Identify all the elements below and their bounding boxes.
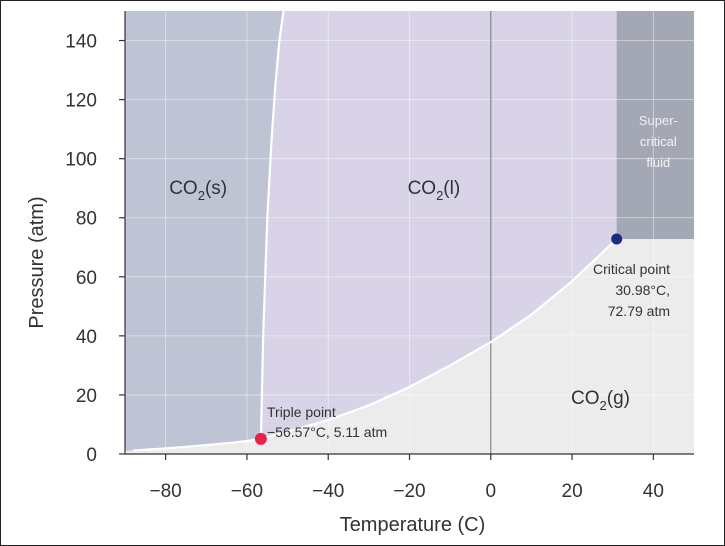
critical-point-label: 30.98°C, [615,282,670,298]
y-tick-label: 60 [76,268,97,289]
supercritical-label: Super- [639,113,678,128]
supercritical-label: critical [640,134,677,149]
y-tick-label: 20 [76,386,97,407]
y-tick-label: 140 [65,32,97,53]
solid-region [125,11,284,451]
y-tick-label: 100 [65,150,97,171]
critical-point-marker [611,234,622,245]
critical-point-label: Critical point [593,261,670,277]
supercritical-label: fluid [646,155,670,170]
y-axis-title: Pressure (atm) [26,196,48,328]
y-tick-label: 120 [65,91,97,112]
x-tick-label: 0 [485,481,496,502]
critical-point-label: 72.79 atm [608,303,670,319]
triple-point-marker [255,433,267,445]
x-axis-title: Temperature (C) [340,514,486,536]
y-tick-label: 0 [86,445,97,466]
triple-point-label: Triple point [267,404,336,420]
triple-point-label: −56.57°C, 5.11 atm [267,424,387,440]
x-tick-label: −60 [231,481,263,502]
x-tick-label: −40 [312,481,344,502]
x-tick-label: −20 [393,481,425,502]
x-tick-label: −80 [150,481,182,502]
y-tick-label: 80 [76,209,97,230]
x-tick-label: 20 [562,481,583,502]
x-tick-label: 40 [643,481,664,502]
y-tick-label: 40 [76,327,97,348]
